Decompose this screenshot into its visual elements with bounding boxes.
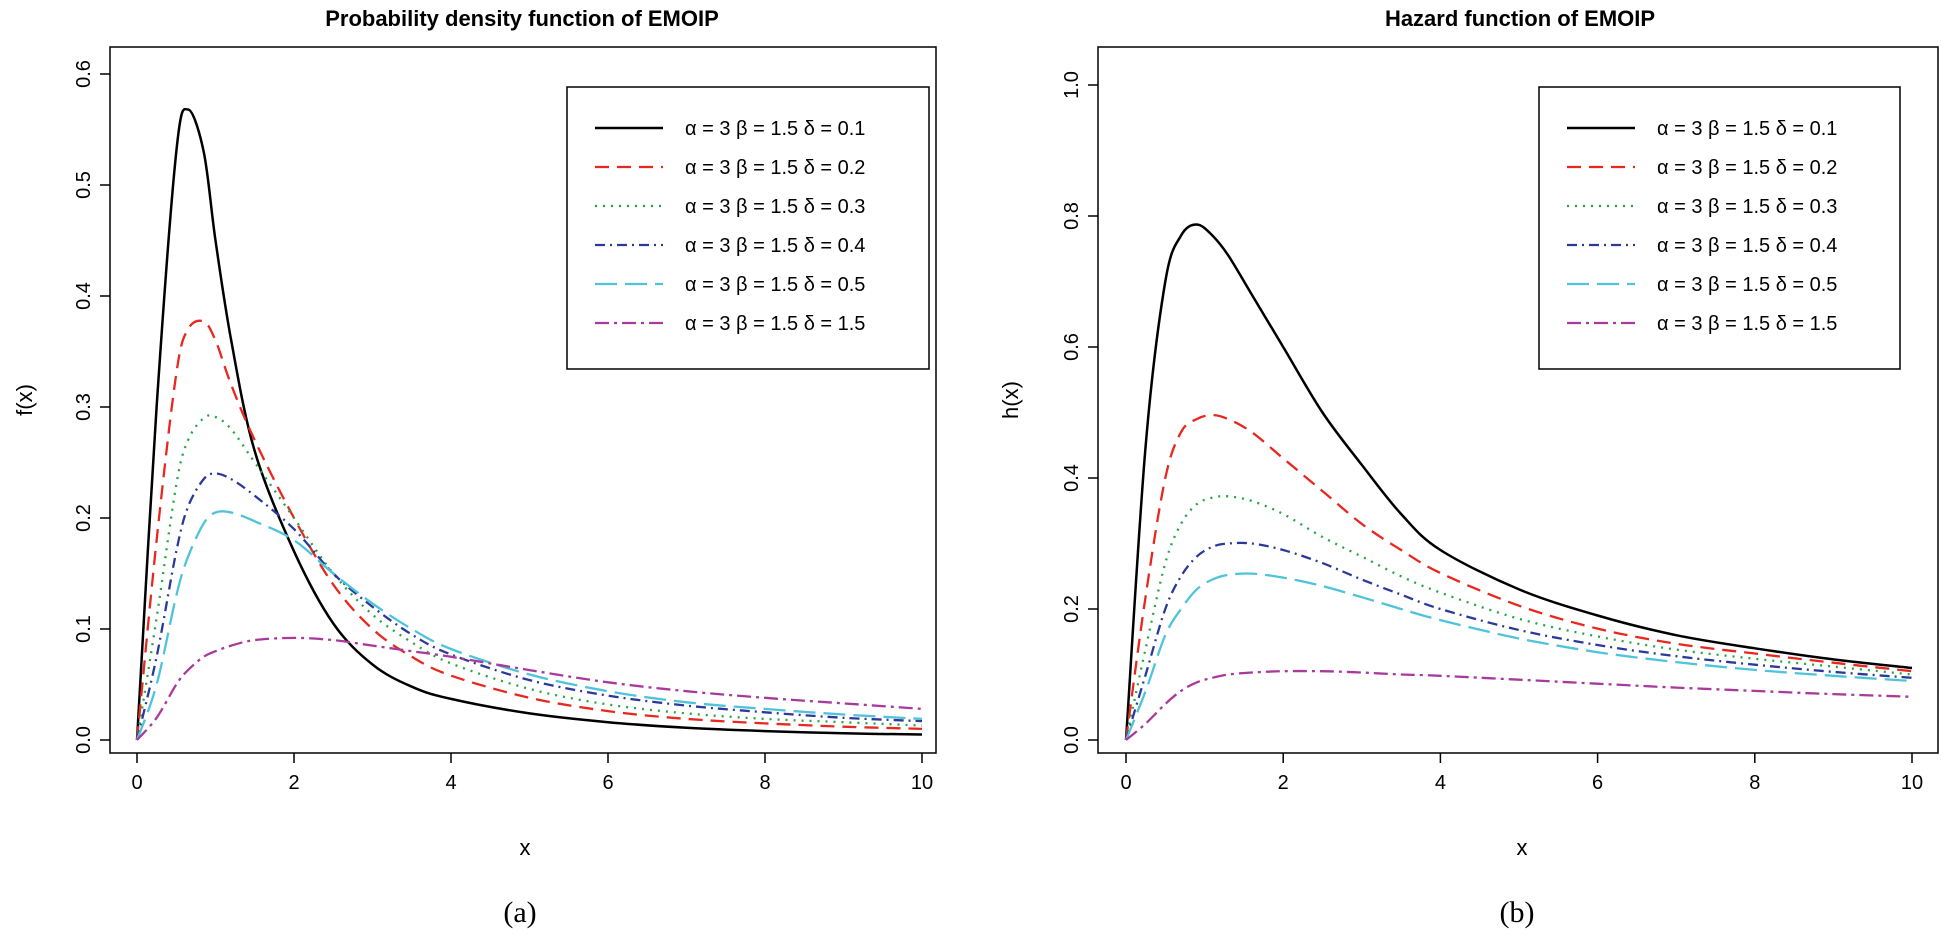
series-lines (1124, 223, 1913, 741)
x-tick-label: 4 (445, 772, 456, 794)
y-tick-label: 1.0 (1061, 71, 1083, 99)
x-axis-label: x (520, 835, 531, 860)
y-axis: 0.0 0.1 0.2 0.3 0.4 0.5 0.6 (73, 60, 110, 754)
panel-caption: (b) (1500, 896, 1535, 929)
y-tick-label: 0.4 (1061, 464, 1083, 492)
x-tick-label: 2 (288, 772, 299, 794)
x-tick-label: 10 (1901, 772, 1923, 794)
y-tick-label: 0.0 (1061, 726, 1083, 754)
series-line-2 (1124, 413, 1913, 741)
legend-label: α = 3 β = 1.5 δ = 0.1 (685, 118, 865, 140)
legend-label: α = 3 β = 1.5 δ = 0.4 (1657, 235, 1837, 257)
legend-label: α = 3 β = 1.5 δ = 0.2 (1657, 157, 1837, 179)
legend-label: α = 3 β = 1.5 δ = 0.5 (685, 274, 865, 296)
y-tick-label: 0.4 (73, 282, 95, 310)
x-tick-label: 4 (1435, 772, 1446, 794)
series-line-5 (1124, 572, 1913, 741)
y-axis-label: f(x) (12, 384, 37, 416)
series-line-1 (135, 107, 923, 741)
legend-label: α = 3 β = 1.5 δ = 0.3 (685, 196, 865, 218)
series-line-6 (1125, 669, 1913, 741)
series-line-6 (136, 636, 923, 741)
legend-label: α = 3 β = 1.5 δ = 0.4 (685, 235, 865, 257)
x-axis: 0 2 4 6 8 10 (1120, 753, 1923, 794)
x-tick-label: 8 (759, 772, 770, 794)
legend: α = 3 β = 1.5 δ = 0.1 α = 3 β = 1.5 δ = 0… (566, 86, 930, 370)
chart-title: Hazard function of EMOIP (1385, 6, 1655, 31)
series-line-3 (1124, 494, 1913, 741)
x-tick-label: 0 (131, 772, 142, 794)
panel-caption: (a) (503, 896, 536, 929)
y-tick-label: 0.2 (73, 504, 95, 532)
y-axis: 0.0 0.2 0.4 0.6 0.8 1.0 (1061, 71, 1098, 754)
series-lines (135, 107, 923, 741)
x-axis-label: x (1517, 835, 1528, 860)
x-tick-label: 2 (1278, 772, 1289, 794)
series-line-1 (1124, 223, 1913, 741)
y-tick-label: 0.6 (73, 60, 95, 88)
series-line-3 (135, 414, 923, 741)
series-line-2 (135, 319, 923, 741)
y-axis-label: h(x) (998, 381, 1023, 419)
chart-title: Probability density function of EMOIP (325, 6, 719, 31)
y-tick-label: 0.2 (1061, 595, 1083, 623)
plot-area-frame (109, 46, 937, 754)
x-axis: 0 2 4 6 8 10 (131, 753, 933, 794)
y-tick-label: 0.0 (73, 726, 95, 754)
panel-hazard: Hazard function of EMOIP 0.0 0.2 0.4 0.6 0.8… (998, 6, 1939, 929)
series-line-5 (135, 510, 923, 741)
panel-pdf: Probability density function of EMOIP 0.… (12, 6, 937, 929)
x-tick-label: 6 (602, 772, 613, 794)
y-tick-label: 0.6 (1061, 333, 1083, 361)
legend-label: α = 3 β = 1.5 δ = 0.3 (1657, 196, 1837, 218)
y-tick-label: 0.3 (73, 393, 95, 421)
legend-label: α = 3 β = 1.5 δ = 0.1 (1657, 118, 1837, 140)
legend: α = 3 β = 1.5 δ = 0.1 α = 3 β = 1.5 δ = 0… (1538, 86, 1901, 370)
plot-area-frame (1097, 46, 1939, 754)
legend-label: α = 3 β = 1.5 δ = 1.5 (685, 313, 865, 335)
legend-label: α = 3 β = 1.5 δ = 1.5 (1657, 313, 1837, 335)
x-tick-label: 10 (911, 772, 933, 794)
legend-label: α = 3 β = 1.5 δ = 0.2 (685, 157, 865, 179)
series-line-4 (1124, 541, 1913, 741)
y-tick-label: 0.1 (73, 615, 95, 643)
x-tick-label: 8 (1749, 772, 1760, 794)
x-tick-label: 6 (1592, 772, 1603, 794)
x-tick-label: 0 (1120, 772, 1131, 794)
legend-label: α = 3 β = 1.5 δ = 0.5 (1657, 274, 1837, 296)
y-tick-label: 0.8 (1061, 202, 1083, 230)
y-tick-label: 0.5 (73, 171, 95, 199)
